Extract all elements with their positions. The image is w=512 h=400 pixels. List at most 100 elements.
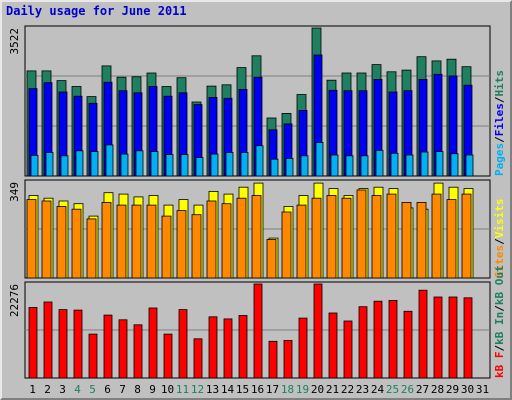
x-tick-label-day-11: 11 (176, 383, 189, 396)
bar-pages-day-10 (165, 154, 174, 177)
x-tick-label-day-29: 29 (446, 383, 459, 396)
bar-pages-day-3 (60, 155, 69, 177)
legend-label-kb-f: kB F (493, 352, 506, 379)
legend-label-files: Files (493, 103, 506, 136)
bar-sites-day-29 (446, 199, 457, 279)
y-max-label-middle: 349 (8, 182, 21, 202)
bar-kb-f-day-19 (298, 317, 308, 379)
y-max-label-top: 3522 (8, 28, 21, 55)
legend-separator: / (493, 238, 506, 245)
bar-pages-day-25 (390, 152, 399, 177)
bar-pages-day-5 (90, 151, 99, 177)
bar-kb-f-day-25 (388, 299, 398, 379)
bar-kb-f-day-12 (193, 338, 203, 379)
bar-sites-day-16 (251, 195, 262, 279)
chart-title: Daily usage for June 2011 (6, 4, 187, 18)
legend-separator: / (493, 345, 506, 352)
bar-kb-f-day-26 (403, 310, 413, 379)
bar-kb-f-day-3 (58, 309, 68, 379)
x-tick-label-day-9: 9 (149, 383, 156, 396)
x-tick-label-day-17: 17 (266, 383, 279, 396)
bar-kb-f-day-4 (73, 309, 83, 379)
bar-sites-day-14 (221, 203, 232, 279)
legend-middle: Sites/Visits (493, 199, 506, 279)
bar-sites-day-5 (86, 218, 97, 279)
bar-kb-f-day-16 (253, 283, 263, 379)
bar-kb-f-day-18 (283, 339, 293, 379)
bar-kb-f-day-8 (133, 324, 143, 379)
bar-pages-day-1 (30, 154, 39, 177)
bar-kb-f-day-6 (103, 314, 113, 379)
bar-sites-day-4 (71, 208, 82, 279)
bar-sites-day-1 (26, 199, 37, 279)
x-tick-label-day-1: 1 (29, 383, 36, 396)
x-tick-label-day-27: 27 (416, 383, 429, 396)
bar-sites-day-11 (176, 210, 187, 279)
bar-kb-f-day-14 (223, 318, 233, 379)
bar-sites-day-9 (146, 204, 157, 279)
bar-sites-day-19 (296, 204, 307, 279)
bar-kb-f-day-22 (343, 320, 353, 379)
bar-kb-f-day-27 (418, 289, 428, 379)
bar-pages-day-14 (225, 152, 234, 177)
x-tick-label-day-28: 28 (431, 383, 444, 396)
legend-separator: / (493, 136, 506, 143)
bar-pages-day-7 (120, 153, 129, 177)
x-tick-label-day-4: 4 (74, 383, 81, 396)
bar-kb-f-day-2 (43, 301, 53, 379)
x-tick-label-day-3: 3 (59, 383, 66, 396)
bar-sites-day-12 (191, 214, 202, 279)
x-tick-label-day-10: 10 (161, 383, 174, 396)
bar-pages-day-12 (195, 157, 204, 177)
bar-sites-day-15 (236, 197, 247, 279)
legend-bottom: kB F/kB In/kB Out (493, 265, 506, 378)
bar-sites-day-30 (461, 193, 472, 279)
bar-pages-day-4 (75, 150, 84, 177)
bar-sites-day-18 (281, 211, 292, 279)
bar-kb-f-day-29 (448, 296, 458, 379)
legend-label-hits: Hits (493, 70, 506, 97)
legend-separator: / (493, 305, 506, 312)
legend-label-visits: Visits (493, 199, 506, 239)
bar-pages-day-27 (420, 151, 429, 177)
x-tick-label-day-25: 25 (386, 383, 399, 396)
bar-kb-f-day-30 (463, 297, 473, 379)
bar-sites-day-13 (206, 200, 217, 279)
bar-kb-f-day-15 (238, 315, 248, 379)
x-tick-label-day-12: 12 (191, 383, 204, 396)
bar-pages-day-22 (345, 155, 354, 177)
bar-sites-day-3 (56, 206, 67, 279)
x-tick-label-day-23: 23 (356, 383, 369, 396)
bar-sites-day-23 (356, 189, 367, 279)
bar-sites-day-21 (326, 195, 337, 279)
bar-pages-day-11 (180, 154, 189, 177)
legend-separator: / (493, 96, 506, 103)
bar-kb-f-day-1 (28, 307, 38, 379)
x-tick-label-day-30: 30 (461, 383, 474, 396)
bar-kb-f-day-5 (88, 333, 98, 379)
bar-sites-day-6 (101, 201, 112, 279)
y-max-label-bottom: 22276 (8, 284, 21, 317)
x-tick-label-day-5: 5 (89, 383, 96, 396)
bar-sites-day-25 (386, 193, 397, 279)
bar-pages-day-20 (315, 141, 324, 177)
bar-sites-day-7 (116, 204, 127, 279)
bar-kb-f-day-13 (208, 316, 218, 379)
bar-kb-f-day-24 (373, 300, 383, 379)
x-tick-label-day-22: 22 (341, 383, 354, 396)
bar-sites-day-22 (341, 197, 352, 279)
bar-pages-day-30 (465, 154, 474, 177)
bar-pages-day-17 (270, 158, 279, 177)
bar-sites-day-27 (416, 201, 427, 279)
bar-kb-f-day-23 (358, 306, 368, 379)
bar-pages-day-8 (135, 150, 144, 177)
bar-pages-day-6 (105, 144, 114, 177)
x-tick-label-day-6: 6 (104, 383, 111, 396)
bar-pages-day-21 (330, 154, 339, 177)
legend-label-kb-out: kB Out (493, 265, 506, 305)
x-tick-label-day-31: 31 (476, 383, 489, 396)
bar-pages-day-16 (255, 145, 264, 177)
bar-pages-day-15 (240, 152, 249, 177)
bar-sites-day-2 (41, 200, 52, 279)
